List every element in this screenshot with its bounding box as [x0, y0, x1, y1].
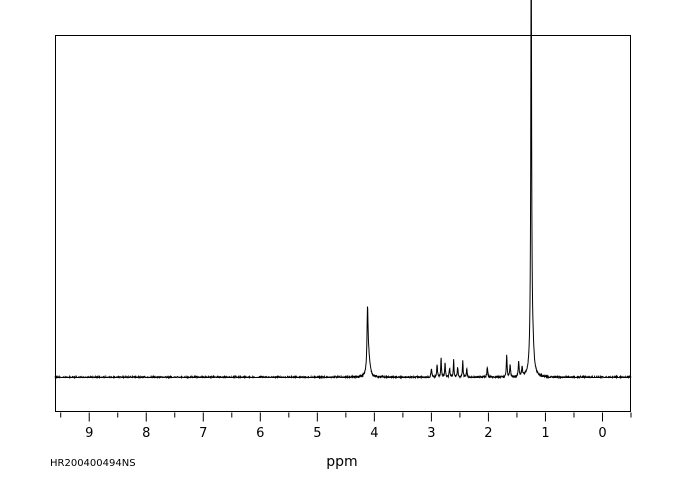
- x-axis-tick-label: 9: [85, 426, 93, 441]
- x-axis-tick-label: 7: [199, 426, 207, 441]
- x-axis-title: ppm: [326, 454, 357, 470]
- x-axis-tick-label: 3: [427, 426, 435, 441]
- x-axis-tick-label: 2: [484, 426, 492, 441]
- x-axis-tick-label: 1: [541, 426, 549, 441]
- nmr-trace: [54, 0, 632, 380]
- x-axis-tick-label: 5: [313, 426, 321, 441]
- x-axis-ticks: [60, 412, 632, 422]
- x-axis-tick-label: 6: [256, 426, 264, 441]
- x-axis-tick-label: 4: [370, 426, 378, 441]
- plot-frame: [55, 35, 631, 412]
- x-axis-tick-label: 0: [598, 426, 606, 441]
- x-axis-tick-labels: 9 8 7 6 5 4 3 2 1 0: [85, 426, 607, 441]
- x-axis-tick-label: 8: [142, 426, 150, 441]
- sample-id-label: HR200400494NS: [50, 458, 136, 469]
